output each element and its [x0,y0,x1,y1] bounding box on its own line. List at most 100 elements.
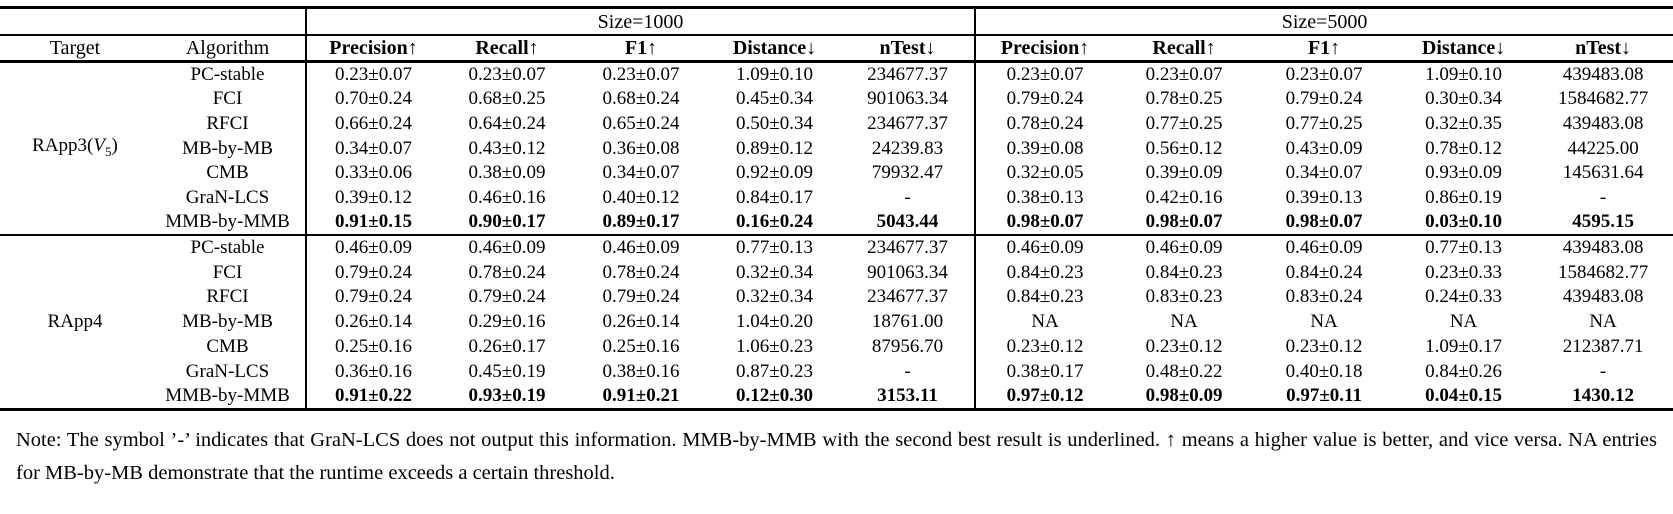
metric-header: Precision↑ [305,35,440,63]
metric-value: 1.09±0.17 [1425,335,1503,357]
metric-value: 901063.34 [867,261,948,283]
metric-value: 0.83±0.24 [1285,286,1363,308]
metric-value: 0.46±0.16 [468,187,546,209]
table-row: RFCI 0.79±0.24 0.79±0.24 0.79±0.24 0.32±0.34… [0,285,1673,310]
metric-value: 1584682.77 [1557,88,1649,110]
metric-header: Precision↑ [974,35,1115,63]
metric-value: 0.23±0.07 [602,64,680,85]
metric-value: 1.09±0.10 [1425,64,1503,85]
algorithm-label: GraN-LCS [185,360,270,382]
algorithm-label: MB-by-MB [182,311,273,333]
metric-value: - [1599,187,1607,209]
metric-value: NA [1589,311,1617,333]
algorithm-label: MMB-by-MMB [165,211,290,233]
metric-value: 0.46±0.09 [1114,234,1255,261]
metric-value: NA [1449,311,1478,333]
metric-value: 0.38±0.09 [468,162,546,184]
metric-value: 0.77±0.13 [1394,234,1534,261]
size-5000-group-header: Size=5000 [974,7,1673,36]
metric-value: NA [1310,311,1338,333]
metric-value: 0.26±0.14 [602,311,680,333]
metric-value: 0.68±0.25 [468,88,546,110]
metric-value: 0.23±0.07 [974,61,1115,87]
metric-value: 24239.83 [871,137,944,159]
metric-value: 0.32±0.35 [1425,113,1503,135]
metric-value: 0.43±0.12 [468,137,546,159]
algorithm-label: RFCI [206,286,249,308]
metric-value: 0.93±0.09 [1425,162,1503,184]
table-row: RFCI 0.66±0.24 0.64±0.24 0.65±0.24 0.50±0.34… [0,111,1673,137]
metric-value: 0.46±0.09 [440,234,574,261]
metric-value: 0.32±0.05 [974,161,1115,186]
metric-header: Recall↑ [1114,35,1255,63]
metric-header: F1↑ [1254,35,1395,63]
metric-value: 0.56±0.12 [1145,137,1223,159]
metric-value: 0.40±0.12 [602,187,680,209]
table-row: RApp4 PC-stable 0.46±0.09 0.46±0.09 0.46±0.0… [0,234,1673,411]
metric-value: 0.68±0.24 [602,88,680,110]
algorithm-label: FCI [212,88,243,110]
table-row: GraN-LCS 0.39±0.12 0.46±0.16 0.40±0.12 0.84±… [0,185,1673,211]
metric-value: 0.83±0.23 [1145,286,1223,308]
metric-value: 0.38±0.16 [602,360,680,382]
metric-value: 0.89±0.17 [602,211,680,233]
metric-value: 0.38±0.17 [974,359,1115,384]
metric-value: 234677.37 [867,64,948,85]
metric-value: 0.45±0.19 [468,360,546,382]
metric-value: 87956.70 [871,335,944,357]
metric-value: 44225.00 [1567,137,1639,159]
table-row: FCI 0.70±0.24 0.68±0.25 0.68±0.24 0.45±0.34 9… [0,87,1673,112]
metric-value: 0.26±0.17 [468,335,546,357]
algorithm-label: GraN-LCS [185,187,270,209]
metric-value: 0.36±0.16 [305,359,440,384]
algorithm-column-header: Algorithm [150,35,306,63]
metric-value: 0.78±0.25 [1145,88,1223,110]
metric-value: 0.65±0.24 [602,113,680,135]
metric-value: 0.50±0.34 [736,113,813,135]
metric-value: 0.34±0.07 [602,162,680,184]
metric-value: 0.77±0.25 [1145,113,1223,135]
table-row: MMB-by-MMB 0.91±0.22 0.93±0.19 0.91±0.21 0.1… [0,383,1673,411]
metric-value: 1584682.77 [1557,261,1649,283]
algorithm-label: MB-by-MB [182,137,273,159]
metric-header: F1↑ [574,35,708,63]
table-row: MB-by-MB 0.26±0.14 0.29±0.16 0.26±0.14 1.04±… [0,309,1673,335]
metric-value: 0.23±0.12 [974,334,1115,360]
metric-value: 1.04±0.20 [736,311,813,333]
metric-value: 0.79±0.24 [1285,88,1363,110]
metric-value: 0.79±0.24 [468,286,546,308]
metric-header: Distance↓ [1394,35,1534,63]
metric-value: 0.92±0.09 [736,162,813,184]
algorithm-label: RFCI [206,113,249,135]
metric-value: 0.78±0.24 [974,111,1115,137]
metric-value: 0.98±0.07 [1145,211,1223,233]
metric-value: 0.39±0.08 [974,136,1115,162]
metric-value: 0.45±0.34 [736,88,813,110]
metric-value: 0.98±0.07 [1285,211,1363,233]
algorithm-label: MMB-by-MMB [150,383,306,411]
metric-value: 0.93±0.19 [440,383,574,411]
metric-value: 0.84±0.23 [1145,261,1223,283]
metric-value: 0.36±0.08 [602,137,680,159]
metric-value: - [904,360,911,382]
metric-value: 0.23±0.07 [305,61,440,87]
size-1000-group-header: Size=1000 [304,7,976,36]
metric-value: 0.91±0.21 [574,383,708,411]
metric-value: 0.84±0.23 [974,260,1115,286]
target-label: RApp4 [0,234,150,411]
metric-value: 0.46±0.09 [974,234,1115,261]
algorithm-label: PC-stable [190,64,265,85]
metric-value: 0.23±0.33 [1425,261,1503,283]
metric-value: 234677.37 [867,113,948,135]
table-note: Note: The symbol ’-’ indicates that GraN… [16,428,1657,484]
metric-value: NA [974,309,1115,335]
metric-value: 0.79±0.24 [974,87,1115,112]
metric-value: 0.23±0.12 [1145,335,1223,357]
metric-value: 0.78±0.24 [468,261,546,283]
target-column-header: Target [0,35,150,63]
metric-value: 3153.11 [841,383,976,411]
metric-value: 0.25±0.16 [602,335,680,357]
algorithm-label: CMB [206,335,249,357]
metric-value: 0.90±0.17 [468,211,546,233]
metric-value: 0.43±0.09 [1285,137,1363,159]
